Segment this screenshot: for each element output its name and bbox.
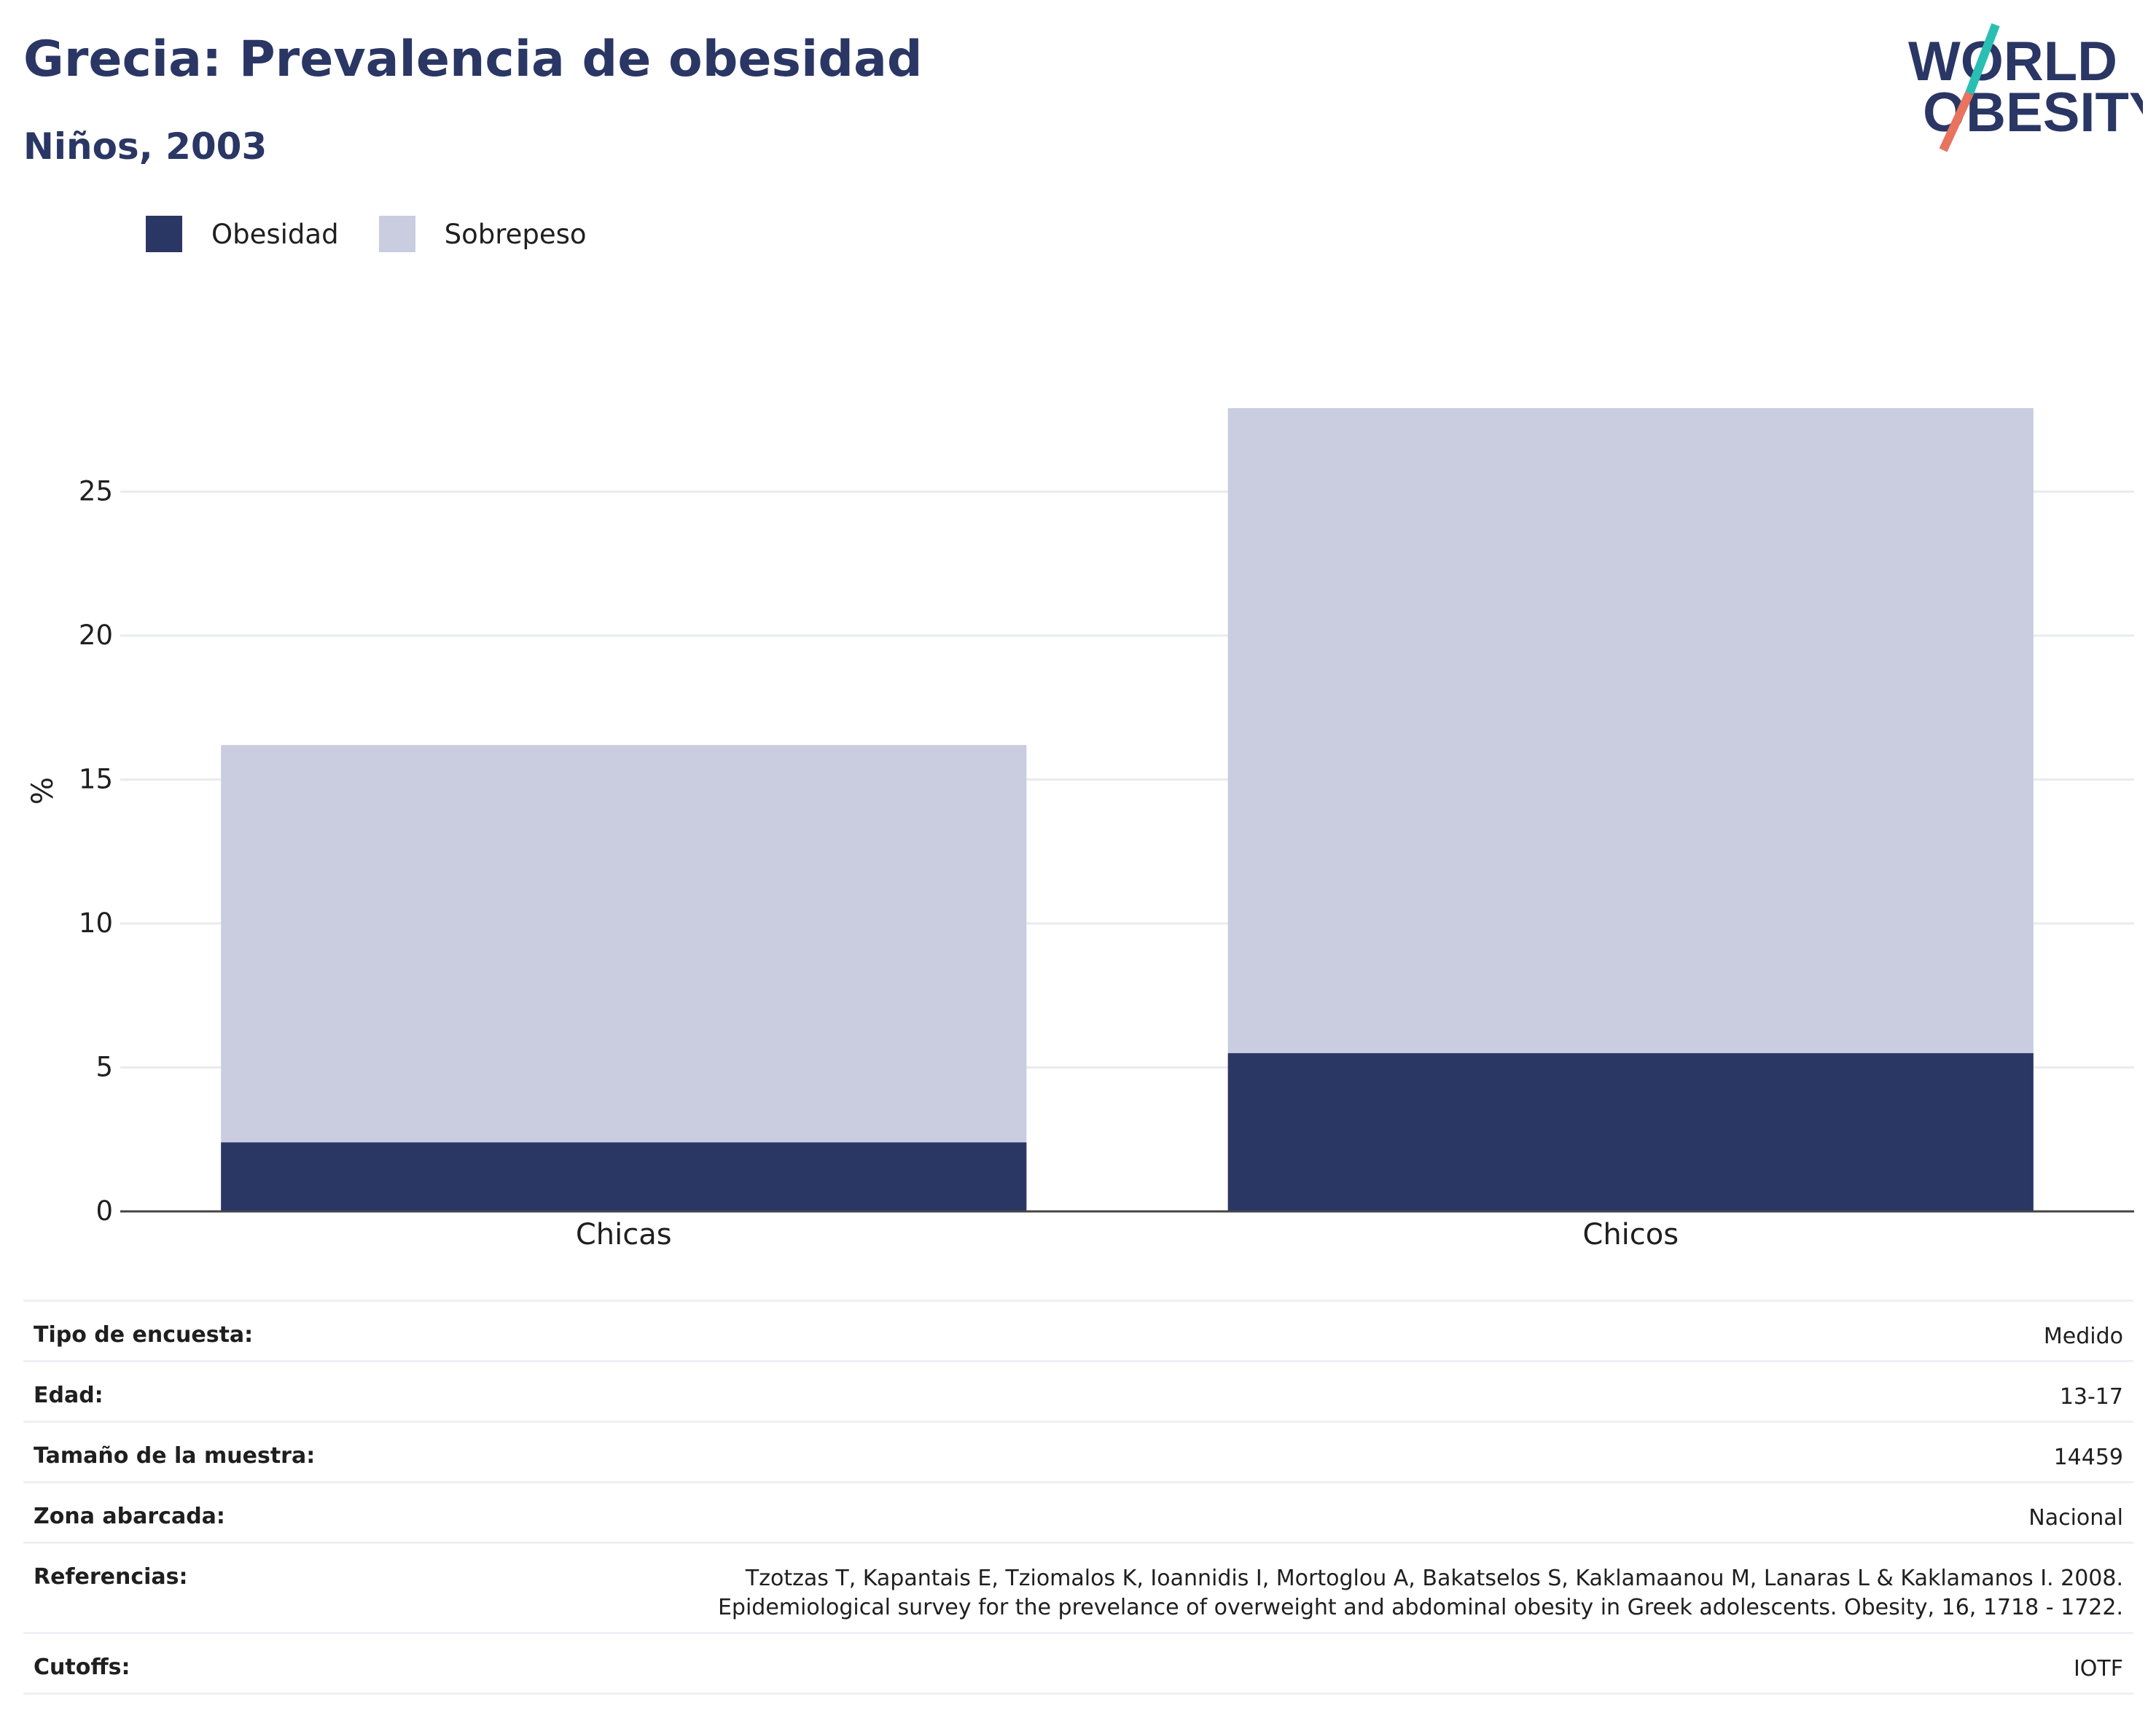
reference-line-1: Tzotzas T, Kapantais E, Tziomalos K, Ioa… bbox=[745, 1566, 2123, 1591]
logo-slash-teal bbox=[1965, 23, 2000, 95]
chart-title: Grecia: Prevalencia de obesidad bbox=[23, 31, 923, 88]
meta-value: 13-17 bbox=[2059, 1384, 2123, 1410]
logo-slash-coral bbox=[1939, 91, 1974, 152]
meta-key: Cutoffs: bbox=[34, 1655, 130, 1680]
bar-obesidad-chicas bbox=[221, 1142, 1027, 1211]
meta-value: IOTF bbox=[2073, 1656, 2123, 1682]
meta-key: Tamaño de la muestra: bbox=[34, 1443, 316, 1469]
meta-row-area: Zona abarcada: Nacional bbox=[23, 1481, 2133, 1542]
legend-label-sobrepeso: Sobrepeso bbox=[444, 218, 587, 250]
meta-table-end bbox=[23, 1692, 2133, 1695]
y-tick-label: 5 bbox=[95, 1052, 113, 1083]
y-tick-label: 15 bbox=[79, 764, 113, 795]
meta-row-age: Edad: 13-17 bbox=[23, 1360, 2133, 1421]
y-tick-label: 20 bbox=[79, 620, 113, 651]
bar-obesidad-chicos bbox=[1227, 1052, 2034, 1211]
meta-value: Medido bbox=[2043, 1324, 2123, 1349]
reference-line-2: Epidemiological survey for the prevelanc… bbox=[717, 1595, 2123, 1620]
survey-details-table: Tipo de encuesta: Medido Edad: 13-17 Tam… bbox=[23, 1300, 2133, 1695]
y-tick-label: 0 bbox=[95, 1195, 113, 1227]
y-axis-label: % bbox=[26, 777, 60, 805]
y-tick-label: 10 bbox=[79, 907, 113, 939]
meta-row-survey-type: Tipo de encuesta: Medido bbox=[23, 1300, 2133, 1360]
bar-sobrepeso-chicos bbox=[1227, 407, 2034, 1053]
meta-value: Nacional bbox=[2028, 1505, 2123, 1531]
meta-key: Tipo de encuesta: bbox=[34, 1322, 254, 1348]
meta-key: Referencias: bbox=[34, 1564, 188, 1590]
chart-subtitle: Niños, 2003 bbox=[23, 125, 267, 168]
meta-value: Tzotzas T, Kapantais E, Tziomalos K, Ioa… bbox=[718, 1564, 2123, 1622]
meta-row-references: Referencias: Tzotzas T, Kapantais E, Tzi… bbox=[23, 1542, 2133, 1632]
y-tick-label: 25 bbox=[79, 476, 113, 507]
stacked-bar-chart: 0 5 10 15 20 25% Chicas Chicos bbox=[26, 407, 2134, 1251]
legend: Obesidad Sobrepeso bbox=[146, 216, 627, 252]
world-obesity-logo: WORLD OBESITY bbox=[1908, 23, 2143, 152]
x-tick-label: Chicos bbox=[1582, 1218, 1679, 1251]
legend-label-obesidad: Obesidad bbox=[211, 218, 339, 250]
legend-swatch-sobrepeso bbox=[378, 216, 415, 252]
bar-sobrepeso-chicas bbox=[221, 745, 1027, 1143]
logo-word-world: WORLD bbox=[1908, 31, 2117, 93]
meta-value: 14459 bbox=[2053, 1445, 2123, 1470]
meta-key: Zona abarcada: bbox=[34, 1504, 225, 1529]
x-tick-label: Chicas bbox=[576, 1218, 672, 1251]
meta-row-sample-size: Tamaño de la muestra: 14459 bbox=[23, 1421, 2133, 1481]
meta-key: Edad: bbox=[34, 1383, 103, 1408]
legend-swatch-obesidad bbox=[146, 216, 182, 252]
meta-row-cutoffs: Cutoffs: IOTF bbox=[23, 1632, 2133, 1692]
